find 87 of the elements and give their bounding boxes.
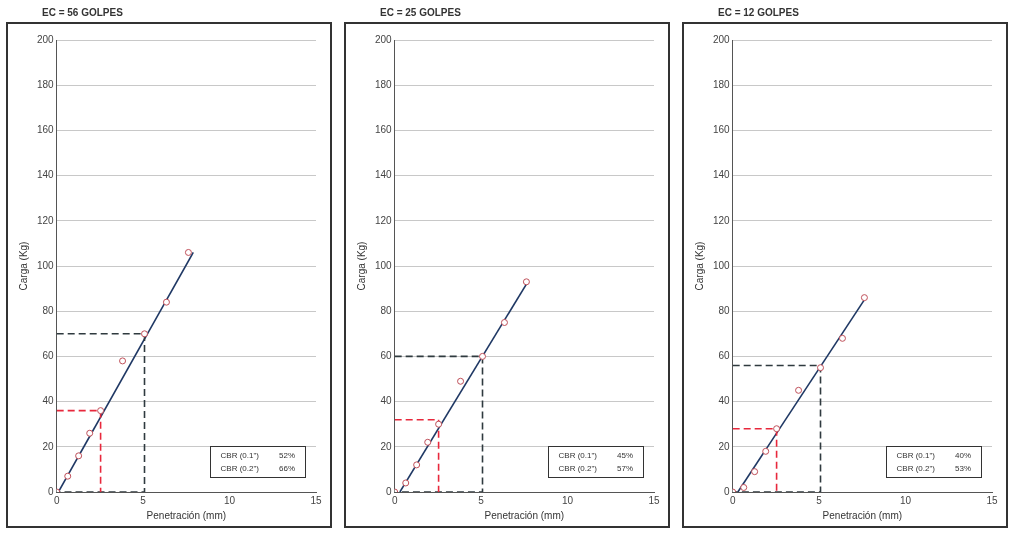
y-tick-label: 180: [713, 78, 731, 90]
x-axis-title: Penetración (mm): [146, 509, 227, 521]
point: [817, 364, 825, 372]
point: [838, 334, 846, 342]
y-tick-label: 140: [37, 169, 55, 181]
annotation: CBR (0.1"): [220, 451, 259, 460]
point: [479, 352, 487, 360]
point: [119, 357, 127, 365]
chart-title: EC = 12 GOLPES: [717, 6, 800, 20]
annotation: 53%: [954, 464, 971, 473]
y-axis-title: Carga (Kg): [693, 241, 705, 291]
point: [457, 377, 465, 385]
point: [860, 294, 868, 302]
y-tick-label: 120: [37, 214, 55, 226]
point: [413, 461, 421, 469]
x-tick-label: 10: [900, 494, 912, 506]
y-tick-label: 160: [375, 124, 393, 136]
annotation: 52%: [278, 451, 295, 460]
x-tick-label: 15: [310, 494, 322, 506]
y-tick-label: 80: [718, 304, 731, 316]
y-tick-label: 200: [713, 33, 731, 45]
annotation: 66%: [278, 464, 295, 473]
y-tick-label: 140: [713, 169, 731, 181]
y-tick-label: 0: [724, 485, 731, 497]
point: [64, 472, 72, 480]
point: [424, 438, 432, 446]
x-tick-label: 10: [224, 494, 236, 506]
y-tick-label: 40: [718, 395, 731, 407]
y-tick-label: 40: [380, 395, 393, 407]
y-tick-label: 120: [713, 214, 731, 226]
point: [162, 298, 170, 306]
point: [500, 319, 508, 326]
annotation: CBR (0.2"): [220, 464, 259, 473]
annotation: CBR (0.2"): [558, 464, 597, 473]
y-tick-label: 60: [718, 350, 731, 362]
y-tick-label: 40: [42, 395, 55, 407]
x-tick-label: 5: [140, 494, 147, 506]
y-tick-label: 20: [718, 440, 731, 452]
point: [402, 479, 410, 487]
chart-title: EC = 25 GOLPES: [379, 6, 462, 20]
y-tick-label: 20: [42, 440, 55, 452]
y-tick-label: 160: [37, 124, 55, 136]
y-tick-label: 100: [375, 259, 393, 271]
y-axis-title: Carga (Kg): [355, 241, 367, 291]
y-tick-label: 60: [380, 350, 393, 362]
point: [141, 330, 149, 338]
y-tick-label: 140: [375, 169, 393, 181]
x-tick-label: 15: [986, 494, 998, 506]
annotation: CBR (0.2"): [896, 464, 935, 473]
point: [773, 425, 781, 433]
point: [86, 429, 94, 437]
point: [97, 407, 105, 415]
y-tick-label: 100: [37, 259, 55, 271]
point: [184, 248, 192, 256]
x-axis-title: Penetración (mm): [484, 509, 565, 521]
point: [762, 447, 770, 455]
y-tick-label: 60: [42, 350, 55, 362]
point: [522, 278, 530, 286]
y-tick-label: 180: [375, 78, 393, 90]
y-tick-label: 100: [713, 259, 731, 271]
annotation: 45%: [616, 451, 633, 460]
x-axis-title: Penetración (mm): [822, 509, 903, 521]
y-tick-label: 200: [375, 33, 393, 45]
y-tick-label: 20: [380, 440, 393, 452]
chart-title: EC = 56 GOLPES: [41, 6, 124, 20]
y-tick-label: 160: [713, 124, 731, 136]
point: [795, 386, 803, 394]
y-tick-label: 200: [37, 33, 55, 45]
annotation: CBR (0.1"): [896, 451, 935, 460]
x-tick-label: 15: [648, 494, 660, 506]
annotation: 57%: [616, 464, 633, 473]
y-tick-label: 120: [375, 214, 393, 226]
y-tick-label: 0: [48, 485, 55, 497]
point: [75, 452, 83, 460]
x-tick-label: 10: [562, 494, 574, 506]
y-tick-label: 80: [380, 304, 393, 316]
y-tick-label: 180: [37, 78, 55, 90]
point: [751, 468, 759, 476]
annotation: CBR (0.1"): [558, 451, 597, 460]
point: [435, 420, 443, 428]
y-tick-label: 0: [386, 485, 393, 497]
annotation: 40%: [954, 451, 971, 460]
x-tick-label: 5: [478, 494, 485, 506]
y-axis-title: Carga (Kg): [17, 241, 29, 291]
y-tick-label: 80: [42, 304, 55, 316]
x-tick-label: 5: [816, 494, 823, 506]
point: [740, 483, 748, 491]
